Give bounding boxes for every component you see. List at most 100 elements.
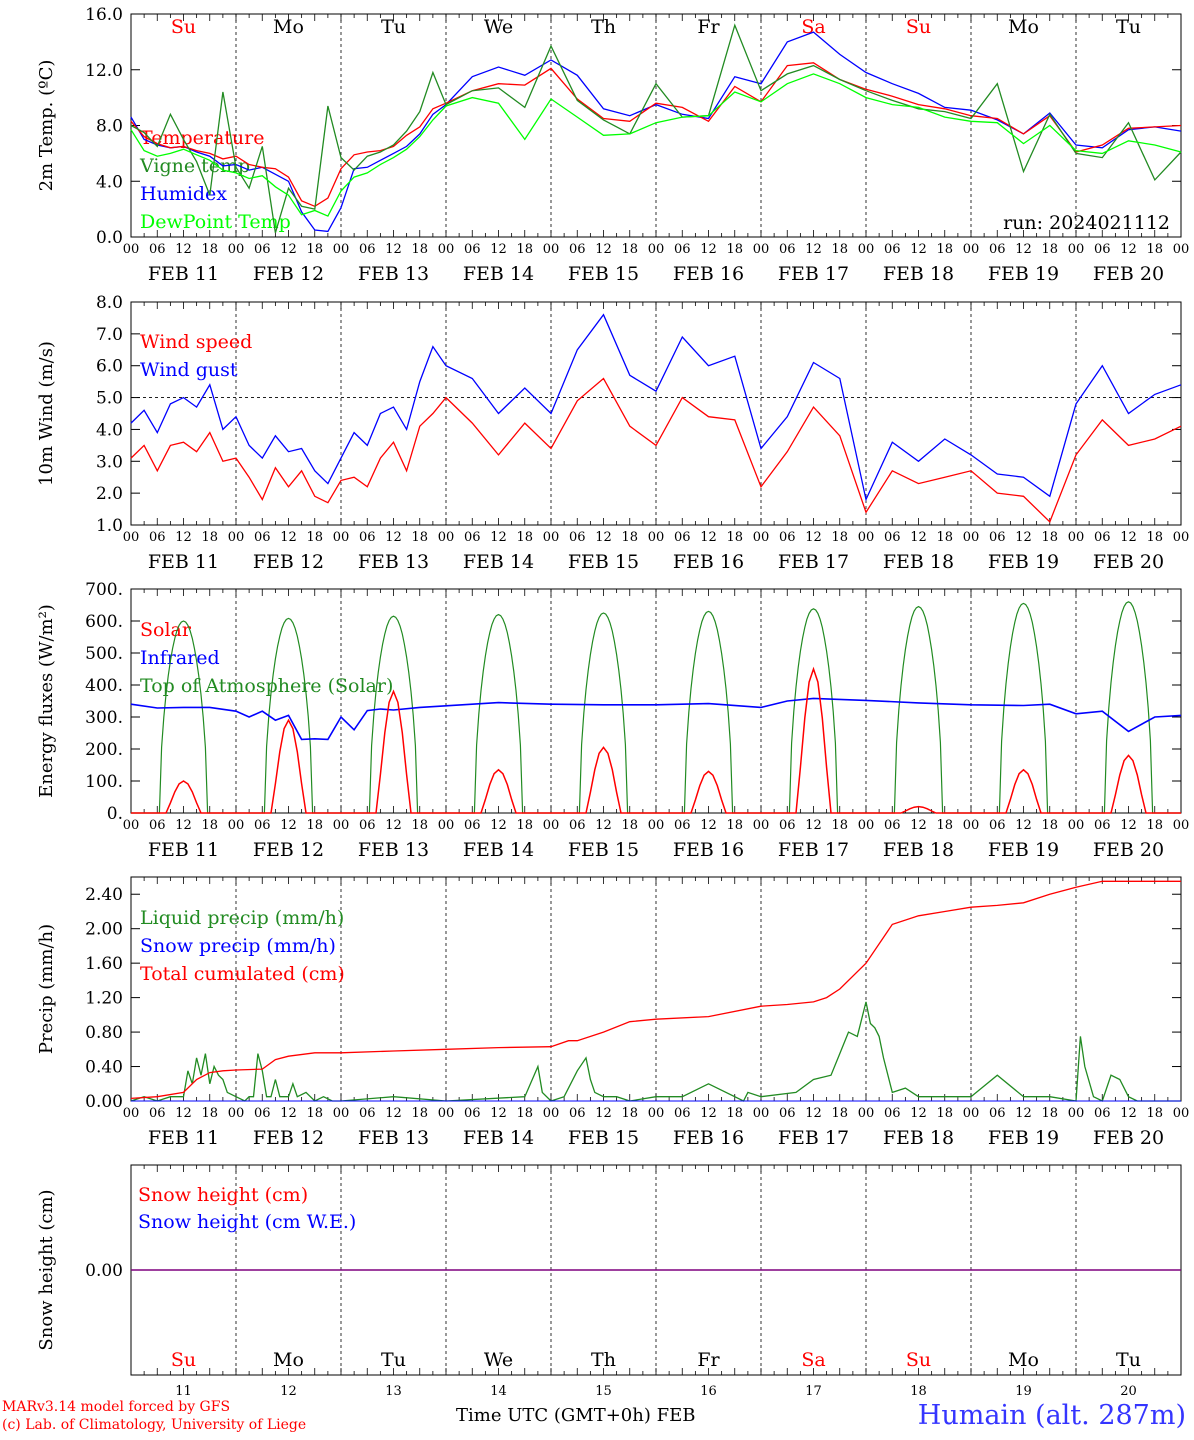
hour-tick-label: 18: [1041, 1106, 1058, 1121]
hour-tick-label: 12: [385, 1106, 402, 1121]
hour-tick-label: 06: [464, 818, 481, 833]
date-tick-label: FEB 16: [673, 1127, 744, 1149]
hour-tick-label: 12: [595, 818, 612, 833]
day-number-label: 12: [280, 1384, 297, 1399]
date-tick-label: FEB 12: [253, 551, 324, 573]
y-axis-label: 10m Wind (m/s): [36, 341, 57, 486]
hour-tick-label: 06: [674, 530, 691, 545]
y-tick-label: 600.: [85, 612, 123, 632]
hour-tick-label: 06: [1094, 530, 1111, 545]
hour-tick-label: 06: [359, 818, 376, 833]
hour-tick-label: 12: [490, 242, 507, 257]
y-tick-label: 3.0: [96, 452, 123, 472]
hour-tick-label: 00: [543, 1106, 560, 1121]
weekday-label: Mo: [1008, 16, 1039, 38]
hour-tick-label: 00: [1173, 818, 1190, 833]
date-tick-label: FEB 19: [988, 551, 1059, 573]
weekday-label: Sa: [801, 1349, 825, 1371]
hour-tick-label: 18: [831, 530, 848, 545]
hour-tick-label: 18: [621, 818, 638, 833]
date-tick-label: FEB 13: [358, 1127, 429, 1149]
date-tick-label: FEB 17: [778, 839, 849, 861]
run-label: run: 2024021112: [1003, 212, 1170, 234]
model-credits: MARv3.14 model forced by GFS (c) Lab. of…: [2, 1398, 306, 1434]
hour-tick-label: 12: [385, 818, 402, 833]
hour-tick-label: 12: [910, 242, 927, 257]
day-number-label: 13: [385, 1384, 402, 1399]
hour-tick-label: 18: [306, 1106, 323, 1121]
hour-tick-label: 00: [123, 530, 140, 545]
hour-tick-label: 12: [385, 242, 402, 257]
legend-entry: Humidex: [140, 183, 227, 205]
date-tick-label: FEB 16: [673, 263, 744, 285]
hour-tick-label: 18: [306, 242, 323, 257]
y-tick-label: 0.00: [85, 1092, 123, 1112]
day-number-label: 17: [805, 1384, 822, 1399]
y-tick-label: 400.: [85, 676, 123, 696]
date-tick-label: FEB 15: [568, 839, 639, 861]
y-tick-label: 16.0: [85, 5, 123, 25]
hour-tick-label: 18: [936, 530, 953, 545]
legend-entry: Liquid precip (mm/h): [140, 907, 344, 929]
weekday-label: We: [484, 1349, 513, 1371]
hour-tick-label: 00: [963, 530, 980, 545]
hour-tick-label: 12: [175, 1106, 192, 1121]
weekday-label: Mo: [273, 1349, 304, 1371]
hour-tick-label: 06: [254, 242, 271, 257]
date-tick-label: FEB 18: [883, 839, 954, 861]
hour-tick-label: 12: [595, 530, 612, 545]
time-axis-title: Time UTC (GMT+0h) FEB: [456, 1405, 696, 1426]
date-tick-label: FEB 18: [883, 551, 954, 573]
hour-tick-label: 12: [1120, 1106, 1137, 1121]
date-tick-label: FEB 14: [463, 263, 534, 285]
date-tick-label: FEB 20: [1093, 839, 1164, 861]
hour-tick-label: 12: [1120, 818, 1137, 833]
y-tick-label: 0.80: [85, 1023, 123, 1043]
hour-tick-label: 12: [280, 1106, 297, 1121]
date-tick-label: FEB 20: [1093, 551, 1164, 573]
legend-entry: Solar: [140, 619, 192, 641]
series-wind-speed: [130, 377, 1182, 523]
date-tick-label: FEB 11: [148, 263, 219, 285]
hour-tick-label: 12: [805, 818, 822, 833]
hour-tick-label: 06: [884, 1106, 901, 1121]
hour-tick-label: 00: [648, 1106, 665, 1121]
hour-tick-label: 18: [831, 1106, 848, 1121]
hour-tick-label: 06: [1094, 242, 1111, 257]
legend-entry: Snow height (cm): [138, 1184, 308, 1206]
hour-tick-label: 12: [805, 530, 822, 545]
weekday-label: Tu: [381, 1349, 406, 1371]
series-infrared: [130, 697, 1182, 741]
date-tick-label: FEB 14: [463, 839, 534, 861]
y-tick-label: 1.0: [96, 516, 123, 536]
series-solar: [131, 666, 1181, 814]
hour-tick-label: 00: [228, 818, 245, 833]
hour-tick-label: 18: [936, 1106, 953, 1121]
hour-tick-label: 00: [438, 818, 455, 833]
hour-tick-label: 18: [1041, 530, 1058, 545]
y-axis-label: Energy fluxes (W/m²): [36, 604, 57, 798]
y-axis-label: Precip (mm/h): [36, 924, 57, 1054]
date-tick-label: FEB 17: [778, 551, 849, 573]
hour-tick-label: 12: [1015, 530, 1032, 545]
y-axis-label: 2m Temp. (ºC): [36, 60, 57, 192]
hour-tick-label: 06: [1094, 1106, 1111, 1121]
hour-tick-label: 00: [333, 530, 350, 545]
hour-tick-label: 00: [333, 818, 350, 833]
legend-entry: Temperature: [140, 127, 264, 149]
hour-tick-label: 06: [674, 818, 691, 833]
hour-tick-label: 06: [884, 242, 901, 257]
date-tick-label: FEB 16: [673, 839, 744, 861]
hour-tick-label: 12: [175, 818, 192, 833]
panel-frame: [130, 301, 1182, 526]
legend-entry: DewPoint Temp: [140, 211, 291, 233]
hour-tick-label: 12: [805, 242, 822, 257]
weekday-label: Su: [171, 16, 196, 38]
hour-tick-label: 18: [1146, 242, 1163, 257]
y-tick-label: 1.20: [85, 989, 123, 1009]
hour-tick-label: 00: [1173, 530, 1190, 545]
date-tick-label: FEB 11: [148, 1127, 219, 1149]
legend-entry: Vigne temp: [139, 155, 250, 177]
y-tick-label: 200.: [85, 740, 123, 760]
date-tick-label: FEB 20: [1093, 1127, 1164, 1149]
